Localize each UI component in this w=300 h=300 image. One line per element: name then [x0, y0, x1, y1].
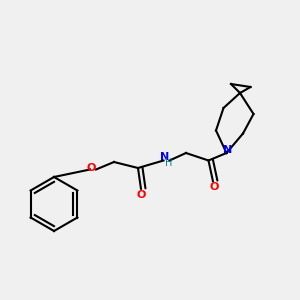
Text: N: N: [224, 145, 232, 155]
Text: N: N: [160, 152, 169, 163]
Text: O: O: [86, 163, 96, 173]
Text: O: O: [136, 190, 146, 200]
Text: H: H: [165, 158, 172, 169]
Text: O: O: [210, 182, 219, 193]
